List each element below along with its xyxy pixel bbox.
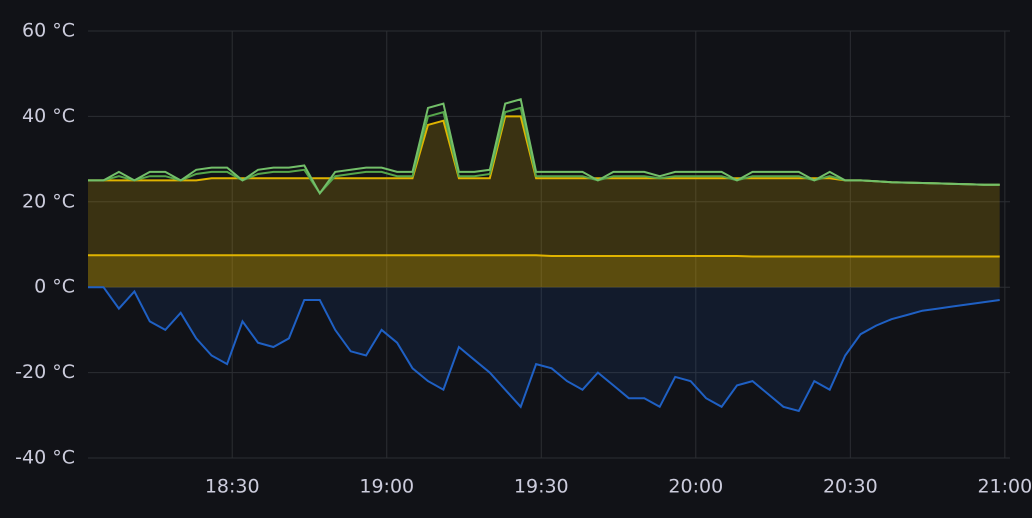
series-area	[88, 287, 1000, 411]
y-tick-label: -20 °C	[15, 361, 75, 383]
x-tick-label: 19:30	[514, 476, 569, 498]
x-tick-label: 21:00	[977, 476, 1032, 498]
y-tick-label: 0 °C	[34, 276, 75, 298]
x-tick-label: 18:30	[205, 476, 260, 498]
series-area	[88, 116, 1000, 288]
series-line	[88, 115, 1000, 186]
y-tick-label: 20 °C	[22, 190, 75, 212]
x-tick-label: 19:00	[359, 476, 414, 498]
series-line	[88, 254, 1000, 258]
y-tick-label: 60 °C	[22, 20, 75, 42]
y-tick-label: -40 °C	[15, 447, 75, 469]
series-line	[88, 98, 1000, 196]
y-tick-label: 40 °C	[22, 105, 75, 127]
series-line	[88, 286, 1000, 413]
series-area	[88, 255, 1000, 288]
x-tick-label: 20:30	[823, 476, 878, 498]
x-tick-label: 20:00	[668, 476, 723, 498]
